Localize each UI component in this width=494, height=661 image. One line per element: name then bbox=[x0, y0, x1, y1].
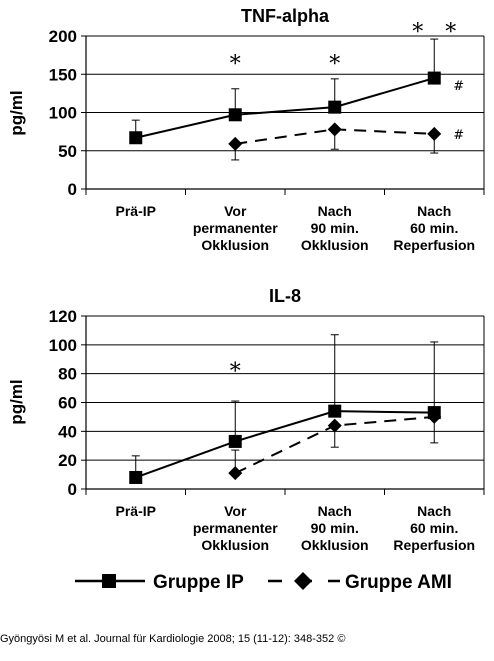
il8-ytick-label: 120 bbox=[49, 307, 77, 326]
tnf-star-marker: * * bbox=[412, 20, 456, 45]
il8-y-axis-label: pg/ml bbox=[7, 379, 26, 424]
tnf-hash-marker: # bbox=[453, 128, 464, 143]
il8-ytick-label: 60 bbox=[58, 394, 77, 413]
chart-il-8: IL-8 0 20 40 60 80 100 120 pg/ml Prä-IP Vor permane… bbox=[7, 286, 485, 553]
legend-marker-ami bbox=[294, 572, 312, 590]
tnf-point-ami bbox=[228, 136, 243, 151]
tnf-category-label: Prä-IP bbox=[116, 203, 156, 219]
tnf-point-ip bbox=[328, 100, 342, 114]
il8-category-label: Nach 90 min. Okklusion bbox=[301, 503, 369, 553]
il8-ytick-label: 20 bbox=[58, 451, 77, 470]
il8-point-ami bbox=[327, 418, 342, 433]
il8-ytick-label: 40 bbox=[58, 422, 77, 441]
tnf-category-label: Vor permanenter Okklusion bbox=[193, 203, 278, 253]
legend-label-ip: Gruppe IP bbox=[153, 572, 244, 593]
il8-ytick-label: 100 bbox=[49, 336, 77, 355]
il8-point-ip bbox=[129, 470, 143, 484]
tnf-point-ip bbox=[427, 71, 441, 85]
tnf-line-ip bbox=[135, 77, 435, 139]
tnf-hash-marker: # bbox=[453, 79, 464, 94]
chart-tnf-alpha: TNF-alpha 0 50 100 150 200 pg/ml Prä-IP Vor perma… bbox=[7, 6, 485, 253]
il8-point-ip bbox=[228, 434, 242, 448]
il8-point-ami bbox=[427, 409, 442, 424]
tnf-y-axis-label: pg/ml bbox=[7, 90, 26, 135]
citation: Gyöngyösi M et al. Journal für Kardiolog… bbox=[0, 633, 346, 645]
tnf-point-ip bbox=[228, 108, 242, 122]
tnf-ytick-label: 100 bbox=[49, 104, 77, 123]
il8-ytick-label: 80 bbox=[58, 365, 77, 384]
tnf-category-label: Nach 60 min. Reperfusion bbox=[393, 203, 475, 253]
il8-ytick-label: 0 bbox=[68, 480, 77, 499]
il8-chart-title: IL-8 bbox=[269, 286, 301, 306]
tnf-ytick-label: 50 bbox=[58, 142, 77, 161]
il8-category-label: Nach 60 min. Reperfusion bbox=[393, 503, 475, 553]
tnf-ytick-label: 200 bbox=[49, 27, 77, 46]
il8-line-ip bbox=[135, 410, 435, 479]
il8-star-marker: * bbox=[230, 359, 241, 384]
tnf-star-marker: * bbox=[230, 52, 241, 77]
tnf-star-marker: * bbox=[329, 52, 340, 77]
tnf-chart-title: TNF-alpha bbox=[241, 6, 330, 26]
legend-label-ami: Gruppe AMI bbox=[345, 572, 452, 593]
tnf-ytick-label: 150 bbox=[49, 65, 77, 84]
tnf-point-ip bbox=[129, 131, 143, 145]
il8-category-label: Prä-IP bbox=[116, 503, 156, 519]
tnf-category-label: Nach 90 min. Okklusion bbox=[301, 203, 369, 253]
il8-point-ami bbox=[228, 466, 243, 481]
il8-category-label: Vor permanenter Okklusion bbox=[193, 503, 278, 553]
legend-marker-ip bbox=[102, 574, 116, 588]
legend: Gruppe IP Gruppe AMI bbox=[75, 572, 452, 593]
il8-point-ip bbox=[328, 404, 342, 418]
tnf-point-ami bbox=[427, 126, 442, 141]
tnf-point-ami bbox=[327, 122, 342, 137]
tnf-ytick-label: 0 bbox=[68, 180, 77, 199]
